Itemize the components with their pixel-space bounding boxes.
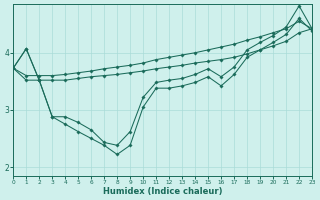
X-axis label: Humidex (Indice chaleur): Humidex (Indice chaleur) <box>103 187 222 196</box>
